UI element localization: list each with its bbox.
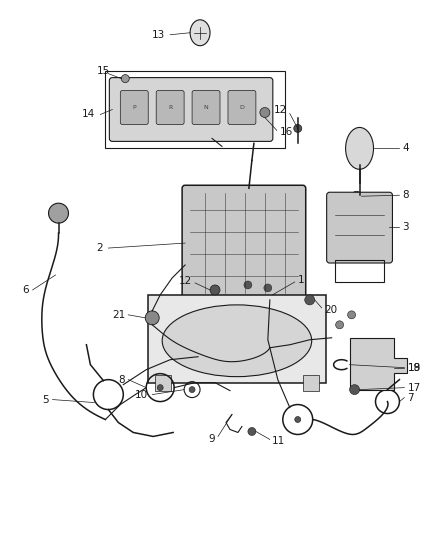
- FancyBboxPatch shape: [110, 78, 273, 141]
- Text: 6: 6: [22, 285, 28, 295]
- Text: 15: 15: [97, 66, 110, 76]
- FancyBboxPatch shape: [182, 185, 306, 301]
- Text: 14: 14: [82, 109, 95, 119]
- Text: 12: 12: [179, 276, 192, 286]
- Text: 20: 20: [325, 305, 338, 315]
- Text: 8: 8: [119, 375, 125, 385]
- Text: 8: 8: [403, 190, 409, 200]
- Circle shape: [248, 427, 256, 435]
- Text: 11: 11: [272, 437, 285, 447]
- FancyBboxPatch shape: [327, 192, 392, 263]
- Circle shape: [352, 191, 361, 201]
- Ellipse shape: [162, 305, 312, 377]
- Bar: [303, 375, 319, 391]
- Text: 4: 4: [403, 143, 409, 154]
- Circle shape: [294, 124, 302, 132]
- Ellipse shape: [346, 127, 374, 169]
- FancyBboxPatch shape: [120, 91, 148, 124]
- Text: 1: 1: [298, 275, 304, 285]
- Circle shape: [264, 284, 272, 292]
- Bar: [155, 375, 171, 391]
- Polygon shape: [350, 338, 407, 390]
- Text: 13: 13: [152, 30, 165, 40]
- Text: 5: 5: [42, 394, 49, 405]
- Text: 3: 3: [403, 222, 409, 232]
- Circle shape: [260, 108, 270, 117]
- Circle shape: [305, 295, 314, 305]
- Text: 19: 19: [407, 362, 420, 373]
- Circle shape: [189, 386, 195, 393]
- Text: R: R: [168, 105, 172, 110]
- FancyBboxPatch shape: [192, 91, 220, 124]
- Text: 21: 21: [112, 310, 125, 320]
- Text: 17: 17: [407, 383, 420, 393]
- Ellipse shape: [190, 20, 210, 46]
- Text: 7: 7: [407, 393, 414, 402]
- Circle shape: [295, 416, 301, 423]
- Text: 2: 2: [97, 243, 103, 253]
- Bar: [106, 71, 285, 148]
- Bar: [148, 295, 326, 383]
- Text: 18: 18: [407, 362, 420, 373]
- Circle shape: [145, 311, 159, 325]
- Circle shape: [121, 75, 129, 83]
- Text: D: D: [240, 105, 244, 110]
- Circle shape: [49, 203, 68, 223]
- Text: 9: 9: [208, 434, 215, 445]
- Circle shape: [336, 321, 343, 329]
- Text: 16: 16: [280, 127, 293, 138]
- Text: P: P: [132, 105, 136, 110]
- Circle shape: [157, 385, 163, 391]
- Text: N: N: [204, 105, 208, 110]
- Text: 10: 10: [135, 390, 148, 400]
- Circle shape: [350, 385, 360, 394]
- Circle shape: [348, 311, 356, 319]
- FancyBboxPatch shape: [228, 91, 256, 124]
- FancyBboxPatch shape: [156, 91, 184, 124]
- Circle shape: [210, 285, 220, 295]
- Circle shape: [244, 281, 252, 289]
- Text: 12: 12: [274, 106, 287, 116]
